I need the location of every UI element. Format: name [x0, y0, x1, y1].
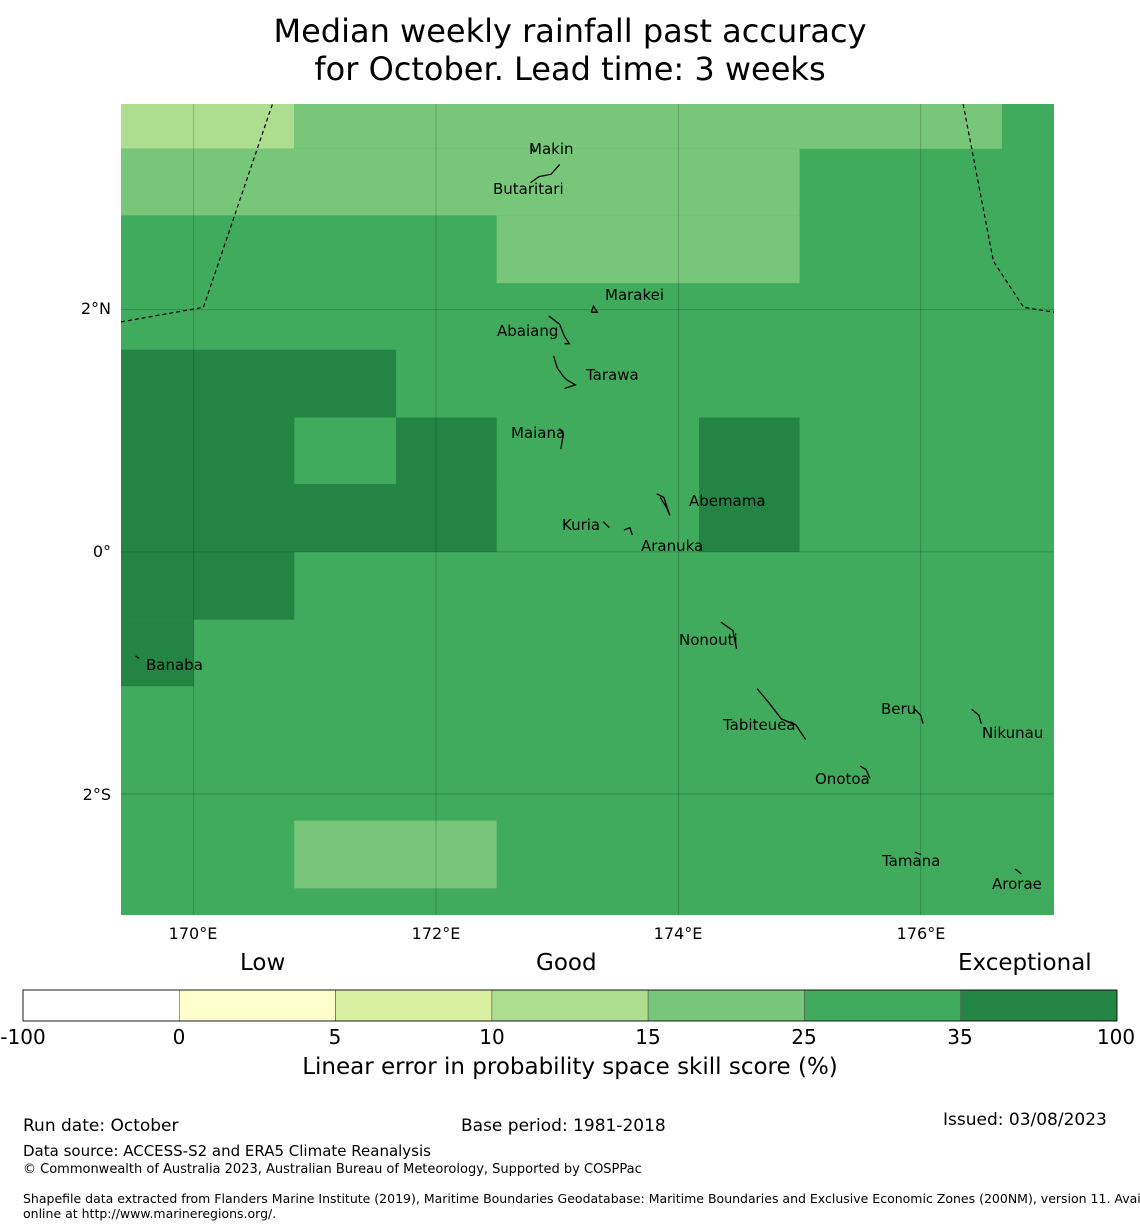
x-tick-label-176e: 176°E: [896, 924, 946, 943]
colorbar-bin: [804, 989, 962, 1022]
island-label: Marakei: [605, 286, 664, 304]
island-outline: [1014, 868, 1022, 875]
island-outline: [548, 315, 571, 345]
colorbar-tick: 15: [635, 1025, 661, 1049]
chart-title: Median weekly rainfall past accuracy for…: [0, 12, 1140, 88]
island-label: Banaba: [146, 656, 203, 674]
island-outline: [914, 708, 924, 724]
island-label: Nonouti: [679, 631, 738, 649]
data-source: Data source: ACCESS-S2 and ERA5 Climate …: [23, 1142, 431, 1160]
island-label: Arorae: [992, 875, 1042, 893]
copyright-notice: © Commonwealth of Australia 2023, Austra…: [23, 1162, 642, 1177]
y-tick-label-2s: 2°S: [82, 785, 111, 804]
skill-cell: [121, 417, 295, 485]
island-outline: [720, 621, 738, 649]
island-outline: [859, 765, 871, 779]
colorbar-tick: 100: [1096, 1025, 1136, 1049]
island-outline: [552, 355, 577, 390]
skill-cell: [121, 104, 295, 149]
island-label: Aranuka: [641, 537, 703, 555]
island-label: Maiana: [511, 424, 565, 442]
x-tick-label-170e: 170°E: [168, 924, 218, 943]
skill-cell: [121, 148, 800, 216]
island-outline: [602, 521, 610, 529]
island-outline: [914, 851, 921, 856]
island-outline: [623, 526, 633, 536]
x-tick-label-172e: 172°E: [411, 924, 461, 943]
colorbar-label-good: Good: [536, 950, 597, 976]
eez-boundary-line: [121, 104, 274, 323]
base-period: Base period: 1981-2018: [461, 1116, 666, 1136]
skill-cell: [121, 484, 497, 552]
colorbar-bin: [22, 989, 180, 1022]
title-line-1: Median weekly rainfall past accuracy: [273, 12, 867, 50]
island-label: Butaritari: [493, 180, 564, 198]
colorbar-tick: -100: [0, 1025, 46, 1049]
colorbar-tick: 0: [172, 1025, 186, 1049]
island-label: Kuria: [562, 516, 600, 534]
skill-cell: [294, 104, 1002, 149]
y-tick-label-0: 0°: [92, 542, 111, 561]
island-outline: [590, 304, 599, 313]
title-line-2: for October. Lead time: 3 weeks: [314, 50, 826, 88]
island-outline: [971, 708, 982, 724]
island-label: Abaiang: [497, 322, 558, 340]
island-outline: [756, 688, 807, 740]
island-label: Tabiteuea: [722, 716, 796, 734]
colorbar-bin: [960, 989, 1118, 1022]
eez-boundary-line: [962, 104, 1054, 313]
shapefile-credit-line-2: online at http://www.marineregions.org/.: [23, 1206, 277, 1221]
shapefile-credit-line-1: Shapefile data extracted from Flanders M…: [23, 1191, 1140, 1206]
island-label: Abemama: [689, 492, 766, 510]
island-label: Onotoa: [815, 770, 870, 788]
island-label: Makin: [529, 140, 574, 158]
run-date: Run date: October: [23, 1116, 179, 1136]
skill-cell: [121, 551, 295, 620]
island-label: Nikunau: [982, 724, 1043, 742]
island-outline: [529, 146, 535, 153]
skill-cell: [698, 417, 800, 552]
skill-cell: [294, 820, 497, 889]
colorbar-label-exceptional: Exceptional: [958, 950, 1092, 976]
colorbar-tick: 5: [328, 1025, 342, 1049]
colorbar-frame: [22, 989, 1118, 1022]
island-label: Tamana: [881, 852, 940, 870]
island-outline: [559, 428, 564, 450]
skill-cell: [396, 417, 497, 485]
colorbar-tick: 10: [479, 1025, 505, 1049]
y-tick-label-2n: 2°N: [80, 299, 111, 318]
island-outline: [135, 655, 140, 659]
island-label: Beru: [881, 700, 916, 718]
colorbar-bin: [647, 989, 805, 1022]
x-tick-label-174e: 174°E: [653, 924, 703, 943]
colorbar-title: Linear error in probability space skill …: [302, 1054, 838, 1080]
colorbar-tick: 35: [947, 1025, 973, 1049]
skill-cell: [121, 349, 397, 418]
issued-date: Issued: 03/08/2023: [943, 1110, 1107, 1130]
colorbar-label-low: Low: [240, 950, 286, 976]
island-outline: [656, 493, 671, 516]
colorbar-bin: [335, 989, 493, 1022]
skill-cell: [121, 619, 194, 687]
colorbar-tick: 25: [791, 1025, 817, 1049]
colorbar-bin: [491, 989, 649, 1022]
colorbar-bin: [178, 989, 336, 1022]
island-outline: [530, 164, 561, 184]
island-label: Tarawa: [585, 366, 639, 384]
skill-cell: [496, 215, 800, 284]
